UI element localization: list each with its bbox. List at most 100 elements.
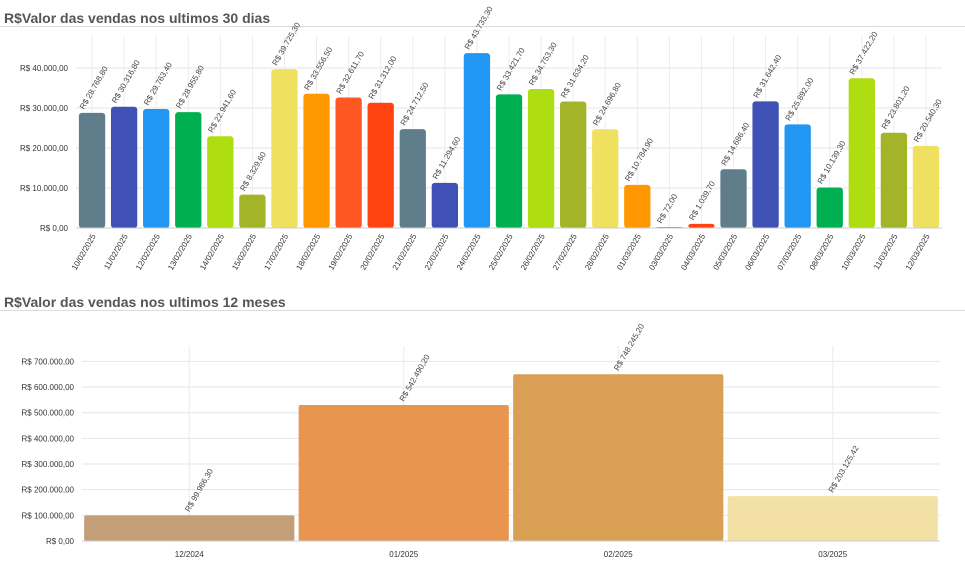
bar xyxy=(527,88,555,228)
x-tick-label: 04/03/2025 xyxy=(679,232,707,272)
x-tick-label: 20/02/2025 xyxy=(359,232,387,272)
bar xyxy=(175,112,202,228)
data-label: R$ 29.763,40 xyxy=(142,60,174,107)
bar xyxy=(271,69,298,228)
data-label: R$ 72,00 xyxy=(655,192,679,225)
bar xyxy=(592,129,619,228)
bar xyxy=(912,145,940,228)
bar xyxy=(513,374,724,541)
bar xyxy=(688,223,715,228)
y-tick-label: R$ 20.000,00 xyxy=(20,144,69,153)
y-tick-label: R$ 700.000,00 xyxy=(22,357,75,366)
data-label: R$ 1.039,70 xyxy=(687,179,717,222)
data-label: R$ 31.642,40 xyxy=(752,53,784,100)
title-divider xyxy=(0,310,965,311)
x-tick-label: 08/03/2025 xyxy=(808,232,836,272)
x-tick-label: 12/03/2025 xyxy=(904,232,932,272)
data-label: R$ 11.294,60 xyxy=(431,135,463,181)
data-label: R$ 10.139,30 xyxy=(816,139,848,186)
data-label: R$ 542.490,20 xyxy=(398,353,432,403)
data-label: R$ 34.753,30 xyxy=(527,40,559,87)
y-tick-label: R$ 30.000,00 xyxy=(20,104,69,113)
y-tick-label: R$ 10.000,00 xyxy=(20,184,69,193)
x-tick-label: 01/2025 xyxy=(389,550,418,559)
y-tick-label: R$ 600.000,00 xyxy=(22,383,75,392)
y-tick-label: R$ 500.000,00 xyxy=(22,409,75,418)
x-tick-label: 12/02/2025 xyxy=(134,232,162,272)
x-tick-label: 07/03/2025 xyxy=(776,232,804,272)
x-tick-label: 13/02/2025 xyxy=(166,232,194,272)
y-tick-label: R$ 40.000,00 xyxy=(20,64,69,73)
data-label: R$ 32.611,70 xyxy=(335,49,367,95)
x-tick-label: 12/2024 xyxy=(175,550,204,559)
x-tick-label: 03/03/2025 xyxy=(647,232,675,272)
data-label: R$ 39.725,30 xyxy=(270,21,302,68)
bar xyxy=(463,53,491,228)
x-tick-label: 06/03/2025 xyxy=(744,232,772,272)
bar xyxy=(848,78,875,228)
data-label: R$ 31.634,20 xyxy=(559,53,591,100)
chart-title-12-months: R$Valor das vendas nos ultimos 12 meses xyxy=(4,294,286,310)
x-tick-label: 03/2025 xyxy=(818,550,847,559)
data-label: R$ 31.312,00 xyxy=(367,54,399,101)
bar xyxy=(84,515,295,541)
bar xyxy=(624,184,651,228)
bar xyxy=(239,194,266,228)
bar xyxy=(720,169,747,228)
x-tick-label: 28/02/2025 xyxy=(583,232,611,272)
x-tick-label: 24/02/2025 xyxy=(455,232,483,272)
bar xyxy=(143,108,170,228)
y-tick-label: R$ 100.000,00 xyxy=(22,511,75,520)
bar xyxy=(78,112,106,228)
x-tick-label: 11/03/2025 xyxy=(872,232,900,271)
data-label: R$ 22.941,60 xyxy=(206,88,238,135)
x-tick-label: 18/02/2025 xyxy=(294,232,322,272)
x-tick-label: 15/02/2025 xyxy=(230,232,258,272)
chart-title-30-days: R$Valor das vendas nos ultimos 30 dias xyxy=(4,10,271,26)
x-tick-label: 11/02/2025 xyxy=(102,232,130,271)
data-label: R$ 37.422,20 xyxy=(848,30,880,77)
data-label: R$ 28.955,80 xyxy=(174,64,206,111)
y-tick-label: R$ 400.000,00 xyxy=(22,434,75,443)
bar xyxy=(784,124,811,228)
x-tick-label: 25/02/2025 xyxy=(487,232,515,272)
y-tick-label: R$ 200.000,00 xyxy=(22,486,75,495)
bar xyxy=(298,405,509,541)
x-tick-label: 14/02/2025 xyxy=(198,232,226,272)
data-label: R$ 24.712,50 xyxy=(399,81,431,128)
title-divider xyxy=(0,26,965,27)
chart-12-months: R$ 0,00 R$ 100.000,00 R$ 200.000,00 R$ 300.… xyxy=(22,322,940,559)
x-tick-label: 17/02/2025 xyxy=(262,232,290,272)
bar xyxy=(335,97,362,229)
bar xyxy=(367,102,394,228)
x-tick-label: 27/02/2025 xyxy=(551,232,579,272)
x-tick-label: 19/02/2025 xyxy=(327,232,355,272)
x-tick-label: 10/02/2025 xyxy=(70,232,98,272)
y-tick-label: R$ 300.000,00 xyxy=(22,460,75,469)
bar xyxy=(431,182,459,228)
bar xyxy=(559,101,587,228)
bar xyxy=(303,93,330,228)
x-tick-label: 26/02/2025 xyxy=(519,232,547,272)
bar xyxy=(495,94,523,228)
data-label: R$ 24.696,80 xyxy=(591,81,623,128)
data-label: R$ 748.245,20 xyxy=(612,322,646,372)
x-tick-label: 21/02/2025 xyxy=(391,232,419,272)
data-label: R$ 10.784,90 xyxy=(623,136,655,183)
data-label: R$ 14.686,40 xyxy=(719,121,751,168)
bar xyxy=(110,106,138,228)
x-tick-label: 05/03/2025 xyxy=(711,232,739,272)
data-label: R$ 43.733,30 xyxy=(463,4,495,51)
x-tick-label: 10/03/2025 xyxy=(840,232,868,272)
bar xyxy=(752,101,779,228)
x-tick-label: 22/02/2025 xyxy=(423,232,451,272)
data-label: R$ 20.540,30 xyxy=(912,97,944,144)
bar xyxy=(816,187,843,228)
y-tick-label: R$ 0,00 xyxy=(40,224,69,233)
bar xyxy=(399,129,426,228)
bar xyxy=(207,136,234,228)
bar xyxy=(880,132,908,228)
data-label: R$ 8.329,60 xyxy=(238,150,268,193)
data-label: R$ 33.421,70 xyxy=(495,46,527,93)
data-label: R$ 203.125,42 xyxy=(827,444,861,494)
